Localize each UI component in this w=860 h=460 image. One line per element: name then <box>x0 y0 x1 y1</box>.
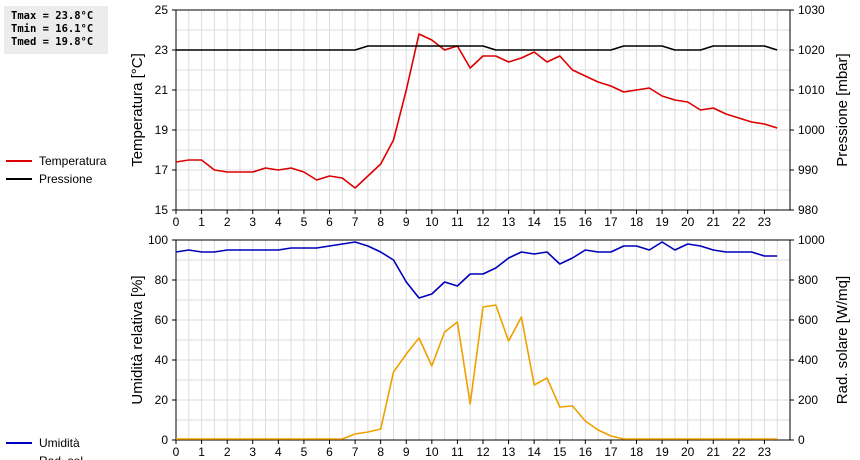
y-right-tick-label: 1030 <box>798 3 825 17</box>
y-left-tick-label: 17 <box>155 163 169 177</box>
y-left-axis-label: Umidità relativa [%] <box>129 275 146 404</box>
y-left-tick-label: 0 <box>161 433 168 447</box>
x-tick-label: 6 <box>326 215 333 229</box>
x-tick-label: 8 <box>377 215 384 229</box>
series-line-rad-sol <box>176 304 778 440</box>
x-tick-label: 7 <box>352 445 359 459</box>
y-right-tick-label: 600 <box>798 313 818 327</box>
x-tick-label: 13 <box>502 445 516 459</box>
y-left-tick-label: 80 <box>155 273 169 287</box>
x-tick-label: 0 <box>173 215 180 229</box>
x-tick-label: 20 <box>681 215 695 229</box>
legend-label: Pressione <box>39 172 93 186</box>
y-right-tick-label: 0 <box>798 433 805 447</box>
y-left-axis-label: Temperatura [°C] <box>129 53 146 167</box>
legend-label: Temperatura <box>39 154 107 168</box>
y-left-tick-label: 20 <box>155 393 169 407</box>
x-tick-label: 7 <box>352 215 359 229</box>
x-tick-label: 17 <box>604 445 618 459</box>
tmin-text: Tmin = 16.1°C <box>11 23 94 35</box>
x-tick-label: 22 <box>732 215 746 229</box>
y-left-tick-label: 23 <box>155 43 169 57</box>
x-tick-label: 5 <box>301 215 308 229</box>
y-right-tick-label: 400 <box>798 353 818 367</box>
x-tick-label: 21 <box>707 215 721 229</box>
y-left-tick-label: 40 <box>155 353 169 367</box>
x-tick-label: 9 <box>403 445 410 459</box>
x-tick-label: 12 <box>476 445 490 459</box>
x-tick-label: 0 <box>173 445 180 459</box>
y-right-axis-label: Pressione [mbar] <box>834 53 851 166</box>
y-right-tick-label: 990 <box>798 163 818 177</box>
x-tick-label: 9 <box>403 215 410 229</box>
x-tick-label: 15 <box>553 445 567 459</box>
y-left-tick-label: 15 <box>155 203 169 217</box>
x-tick-label: 16 <box>579 215 593 229</box>
stats-box: Tmax = 23.8°C Tmin = 16.1°C Tmed = 19.8°… <box>4 6 108 54</box>
series-line-pressione <box>176 45 778 51</box>
x-tick-label: 11 <box>451 215 464 229</box>
series-line-umidit <box>175 241 778 299</box>
y-left-tick-label: 21 <box>155 83 169 97</box>
x-tick-label: 15 <box>553 215 567 229</box>
x-tick-label: 16 <box>579 445 593 459</box>
x-tick-label: 6 <box>326 445 333 459</box>
x-tick-label: 19 <box>655 215 669 229</box>
x-tick-label: 2 <box>224 215 231 229</box>
x-tick-label: 18 <box>630 445 644 459</box>
x-tick-label: 10 <box>425 215 439 229</box>
x-tick-label: 4 <box>275 215 282 229</box>
x-tick-label: 14 <box>527 445 541 459</box>
x-tick-label: 19 <box>655 445 669 459</box>
y-right-tick-label: 800 <box>798 273 818 287</box>
x-tick-label: 4 <box>275 445 282 459</box>
x-tick-label: 3 <box>249 215 256 229</box>
x-tick-label: 21 <box>707 445 721 459</box>
y-right-tick-label: 1010 <box>798 83 825 97</box>
tmed-text: Tmed = 19.8°C <box>11 36 94 48</box>
x-tick-label: 17 <box>604 215 618 229</box>
x-tick-label: 3 <box>249 445 256 459</box>
y-right-tick-label: 1000 <box>798 233 825 247</box>
series-line-temperatura <box>175 33 778 189</box>
x-tick-label: 5 <box>301 445 308 459</box>
y-right-axis-label: Rad. solare [W/mq] <box>834 276 851 404</box>
legend-label: Umidità <box>39 436 80 450</box>
legend-label: Rad. sol. <box>39 454 86 460</box>
x-tick-label: 23 <box>758 215 772 229</box>
y-right-tick-label: 1000 <box>798 123 825 137</box>
x-tick-label: 12 <box>476 215 490 229</box>
x-tick-label: 1 <box>198 445 205 459</box>
x-tick-label: 13 <box>502 215 516 229</box>
y-right-tick-label: 200 <box>798 393 818 407</box>
y-left-tick-label: 100 <box>148 233 168 247</box>
y-left-tick-label: 60 <box>155 313 169 327</box>
x-tick-label: 20 <box>681 445 695 459</box>
x-tick-label: 10 <box>425 445 439 459</box>
x-tick-label: 23 <box>758 445 772 459</box>
x-tick-label: 14 <box>527 215 541 229</box>
x-tick-label: 22 <box>732 445 746 459</box>
x-tick-label: 2 <box>224 445 231 459</box>
x-tick-label: 8 <box>377 445 384 459</box>
y-left-tick-label: 25 <box>155 3 169 17</box>
x-tick-label: 11 <box>451 445 464 459</box>
tmax-text: Tmax = 23.8°C <box>11 10 94 22</box>
x-tick-label: 18 <box>630 215 644 229</box>
x-tick-label: 1 <box>198 215 205 229</box>
y-right-tick-label: 1020 <box>798 43 825 57</box>
y-right-tick-label: 980 <box>798 203 818 217</box>
y-left-tick-label: 19 <box>155 123 169 137</box>
